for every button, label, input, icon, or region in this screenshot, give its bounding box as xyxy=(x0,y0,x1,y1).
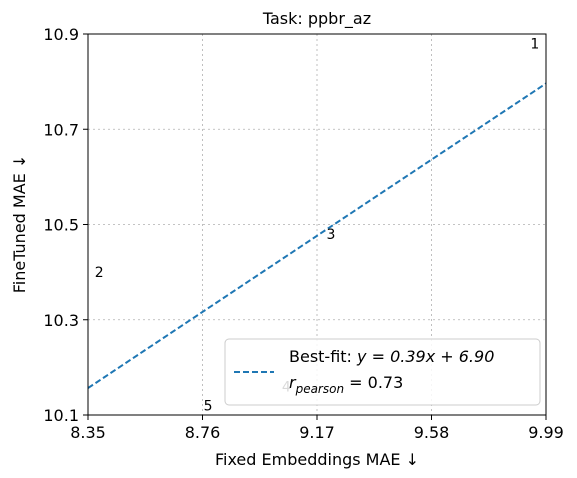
legend-entry-pearson: rpearson = 0.73 xyxy=(289,373,403,396)
x-tick-label: 9.17 xyxy=(299,423,335,442)
point-label-2: 2 xyxy=(95,265,104,281)
x-tick-label: 9.99 xyxy=(528,423,564,442)
y-tick-label: 10.1 xyxy=(43,406,79,425)
y-axis-label: FineTuned MAE ↓ xyxy=(10,155,29,294)
legend-r-symbol: r xyxy=(289,373,297,392)
legend-fit-equation: y = 0.39x + 6.90 xyxy=(356,347,494,366)
y-tick-label: 10.7 xyxy=(43,120,79,139)
legend-r-value: = 0.73 xyxy=(344,373,403,392)
y-tick-label: 10.5 xyxy=(43,216,79,235)
point-label-1: 1 xyxy=(530,37,539,53)
point-label-5: 5 xyxy=(204,398,213,414)
y-ticks: 10.1 10.3 10.5 10.7 10.9 xyxy=(43,25,88,425)
legend: Best-fit: y = 0.39x + 6.90 rpearson = 0.… xyxy=(224,338,541,406)
point-label-3: 3 xyxy=(327,227,336,243)
x-tick-label: 8.76 xyxy=(185,423,221,442)
y-tick-label: 10.3 xyxy=(43,311,79,330)
legend-entry-fit: Best-fit: y = 0.39x + 6.90 xyxy=(289,347,494,366)
x-ticks: 8.35 8.76 9.17 9.58 9.99 xyxy=(70,415,564,442)
fit-line xyxy=(87,82,547,389)
legend-fit-prefix: Best-fit: xyxy=(289,347,357,366)
y-tick-label: 10.9 xyxy=(43,25,79,44)
legend-r-subscript: pearson xyxy=(295,382,345,396)
legend-box xyxy=(224,338,541,406)
x-axis-label: Fixed Embeddings MAE ↓ xyxy=(215,450,419,469)
x-tick-label: 8.35 xyxy=(70,423,106,442)
x-tick-label: 9.58 xyxy=(414,423,450,442)
chart-title: Task: ppbr_az xyxy=(262,9,371,29)
fit-line-group xyxy=(87,82,547,389)
